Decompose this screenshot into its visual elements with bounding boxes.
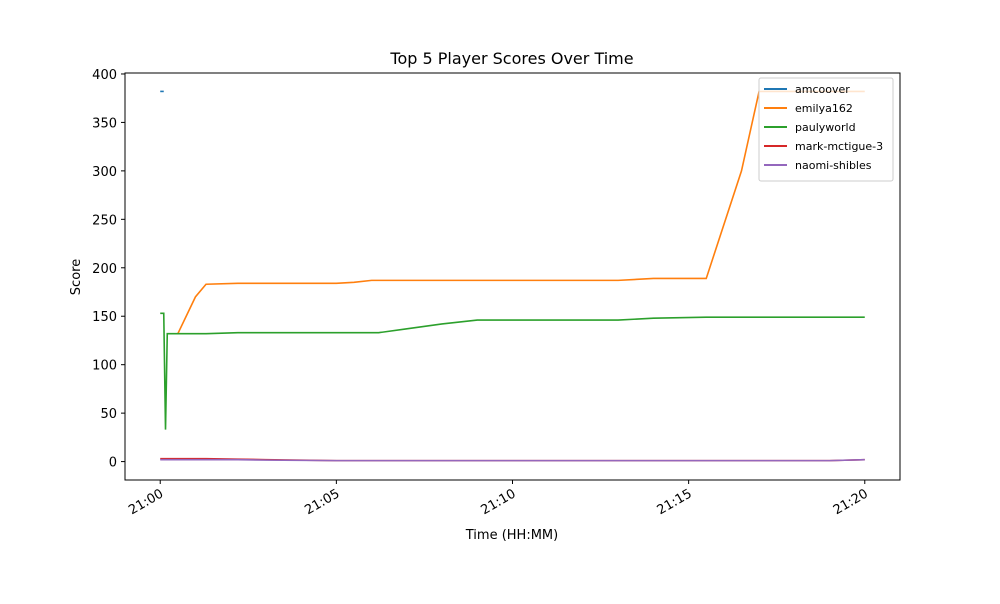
- series-line: [177, 90, 865, 335]
- legend-box: [758, 77, 894, 182]
- legend-label: paulyworld: [795, 121, 856, 134]
- legend-label: mark-mctigue-3: [795, 140, 883, 153]
- x-axis-label: Time (HH:MM): [465, 528, 558, 543]
- legend-label: naomi-shibles: [795, 159, 872, 172]
- y-tick-label: 0: [109, 456, 117, 471]
- series-line: [160, 458, 865, 462]
- y-tick-label: 100: [92, 359, 117, 374]
- legend-label: amcoover: [795, 83, 850, 96]
- y-axis-label: Score: [69, 259, 84, 295]
- legend-label: emilya162: [795, 102, 853, 115]
- y-tick-label: 50: [100, 407, 117, 422]
- y-tick-label: 150: [92, 310, 117, 325]
- y-tick-label: 250: [92, 213, 117, 228]
- y-tick-label: 300: [92, 165, 117, 180]
- plot-frame: [124, 72, 901, 481]
- series-line: [160, 312, 865, 430]
- chart-title: Top 5 Player Scores Over Time: [389, 49, 633, 68]
- y-tick-label: 350: [92, 116, 117, 131]
- y-tick-label: 200: [92, 262, 117, 277]
- y-tick-label: 400: [92, 68, 117, 83]
